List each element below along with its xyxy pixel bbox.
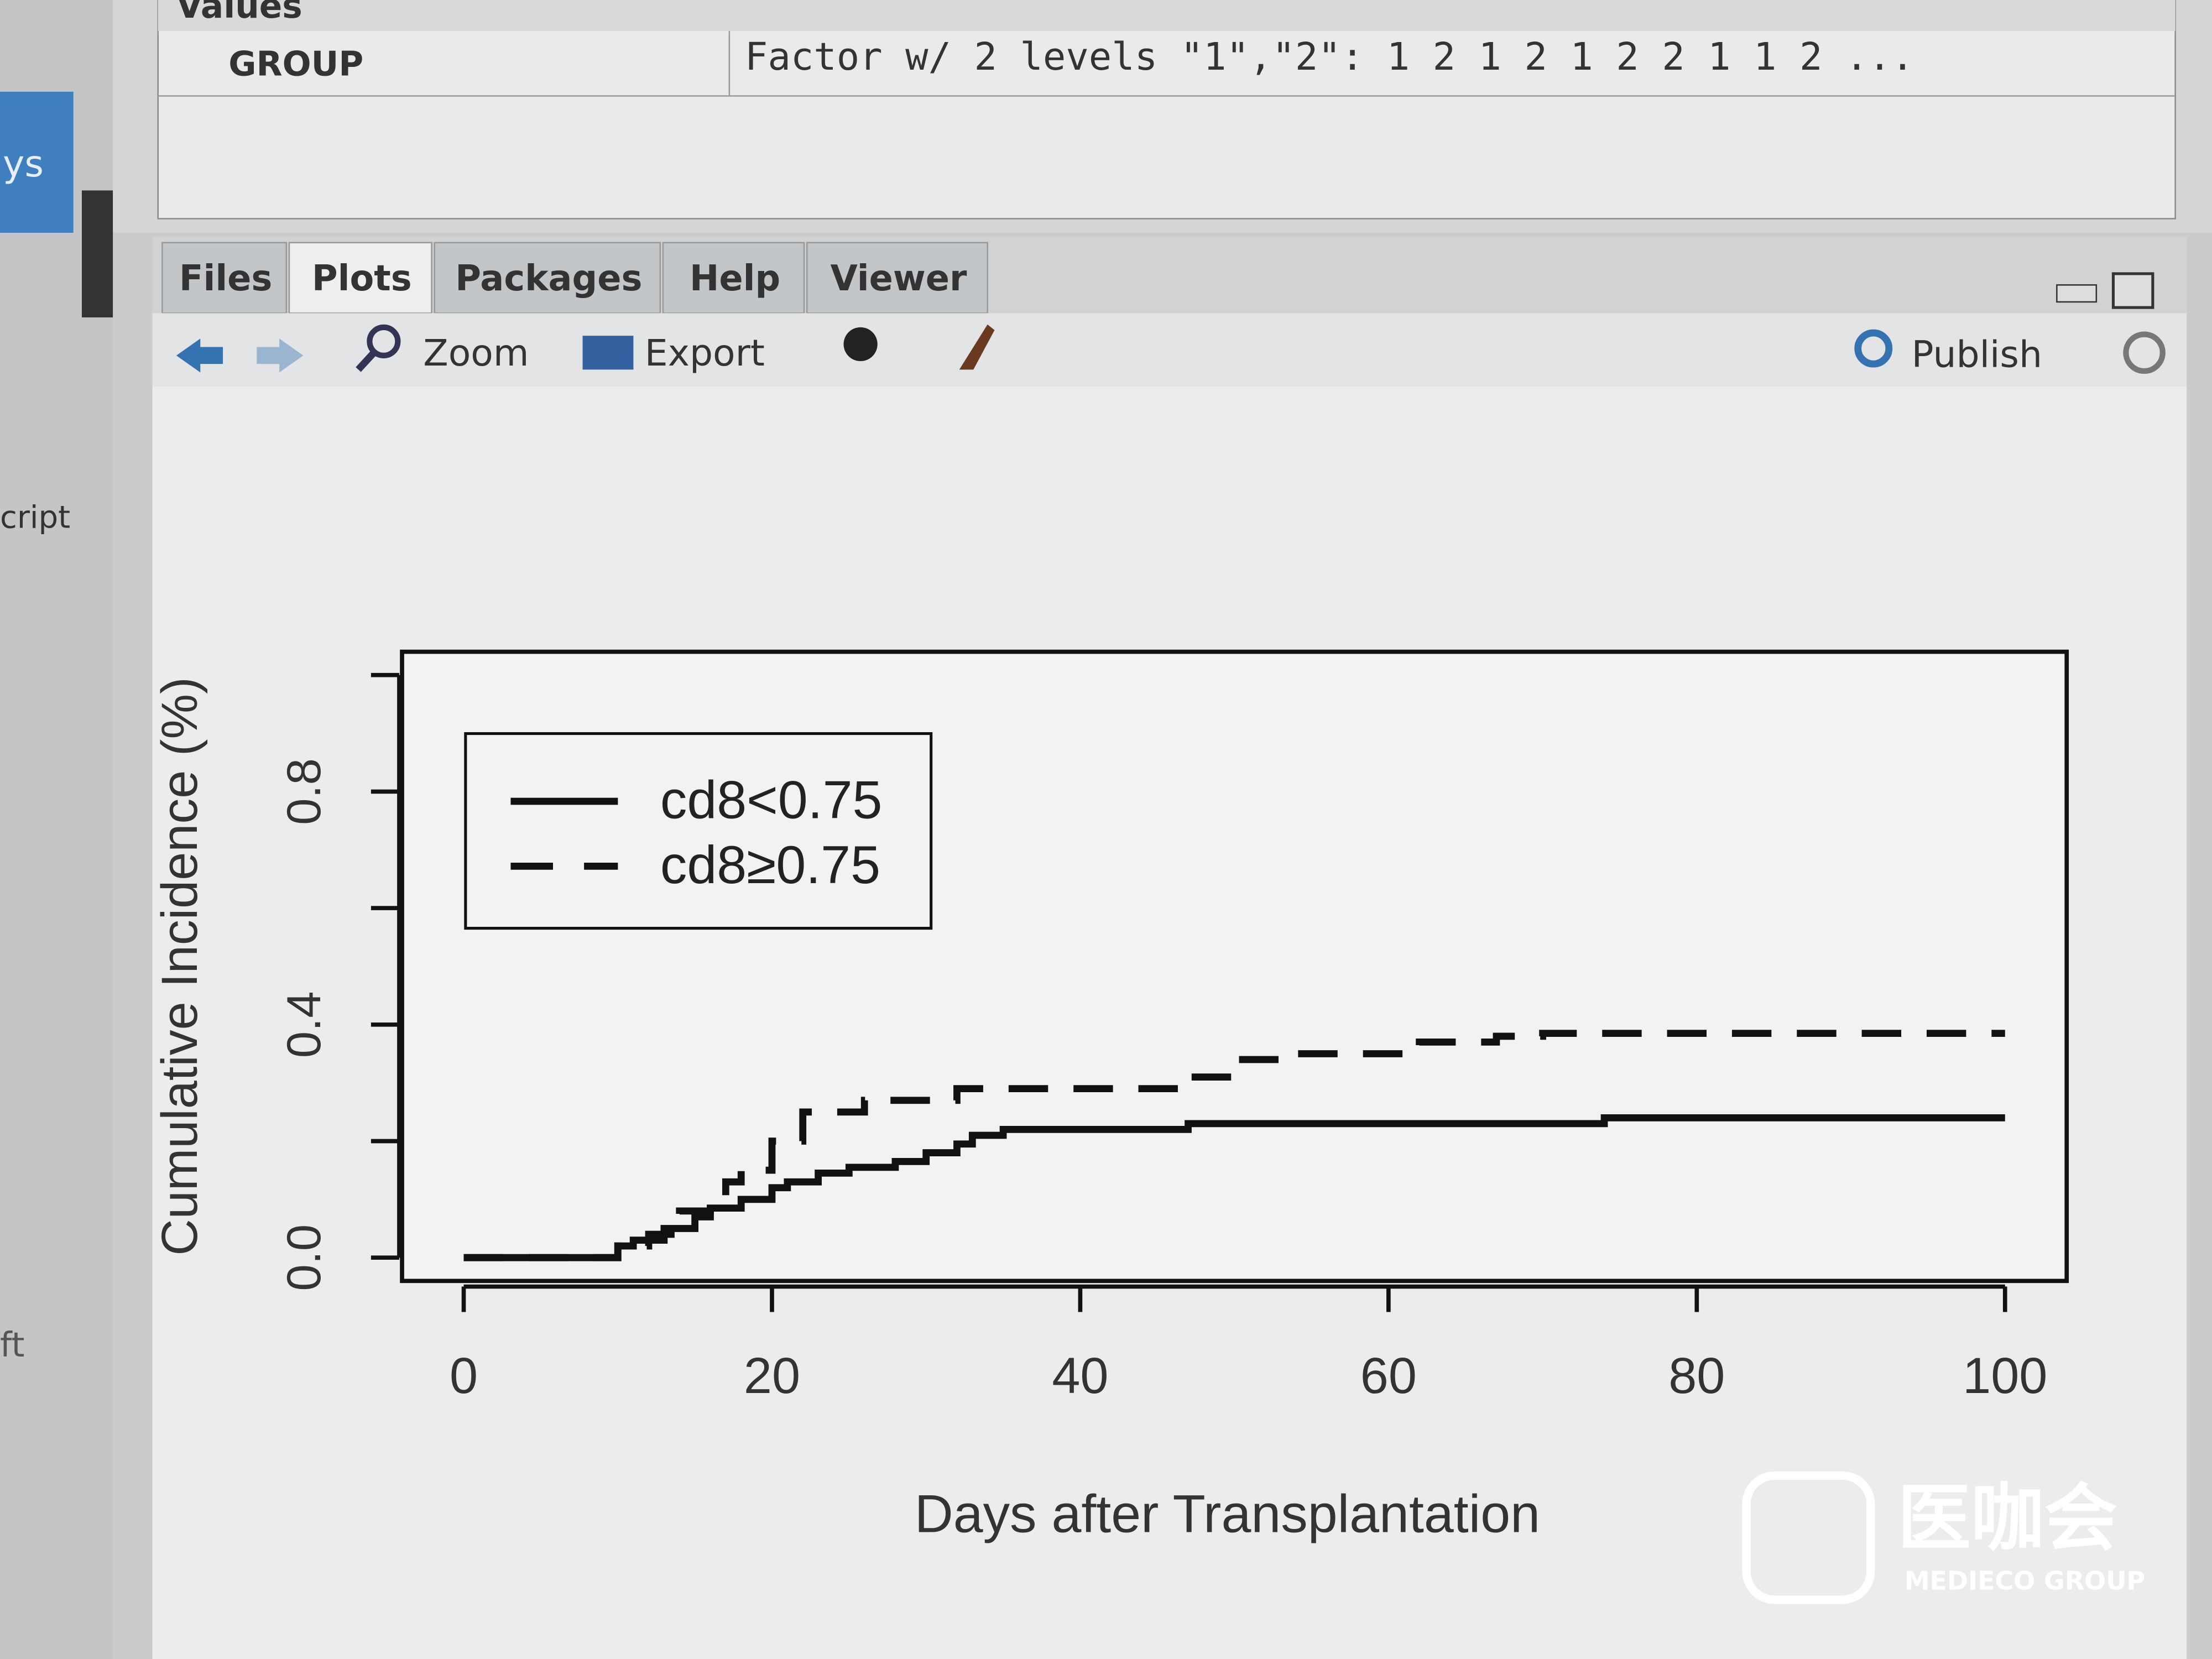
section-title: Values (176, 0, 302, 26)
tab[interactable] (662, 242, 805, 314)
legend-label: cd8≥0.75 (660, 834, 880, 895)
watermark-subtitle: MEDIECO GROUP (1905, 1566, 2145, 1596)
tab-label[interactable]: Packages (455, 258, 642, 299)
publish-button[interactable]: Publish (1912, 332, 2042, 375)
zoom-icon (356, 350, 377, 372)
watermark-logo (1742, 1471, 1875, 1604)
toolbar (152, 313, 2187, 387)
back-button[interactable] (176, 338, 223, 373)
clear-plots[interactable] (959, 324, 995, 370)
tab[interactable] (434, 242, 661, 314)
variable-name[interactable]: GROUP (228, 44, 363, 84)
x-tick-label: 40 (1052, 1348, 1108, 1404)
x-tick-label: 60 (1360, 1348, 1417, 1404)
remove-plot[interactable] (843, 327, 878, 362)
tab-label[interactable]: Plots (312, 258, 412, 299)
tab[interactable] (806, 242, 988, 314)
refresh-button[interactable] (2123, 331, 2166, 374)
zoom-icon (367, 324, 401, 358)
y-tick-label: 0.0 (277, 1224, 331, 1291)
sidebar-label: ys (3, 142, 44, 185)
x-tick-label: 80 (1668, 1348, 1725, 1404)
tab[interactable] (288, 242, 432, 314)
variable-value: Factor w/ 2 levels "1","2": 1 2 1 2 1 2 … (745, 35, 1914, 79)
minimize-button[interactable] (2056, 284, 2098, 303)
sidebar-label: ft (0, 1326, 24, 1365)
watermark-name: 医咖会 (1897, 1476, 2117, 1561)
zoom-button[interactable]: Zoom (423, 331, 529, 374)
export-button[interactable]: Export (645, 331, 765, 374)
tab-label[interactable]: Help (690, 258, 780, 299)
x-axis-label: Days after Transplantation (915, 1484, 1540, 1544)
publish-icon (1854, 329, 1893, 368)
maximize-button[interactable] (2111, 272, 2154, 309)
tab-label[interactable]: Files (179, 258, 272, 299)
x-tick-label: 0 (450, 1348, 478, 1404)
legend-label: cd8<0.75 (660, 770, 883, 830)
x-tick-label: 20 (744, 1348, 800, 1404)
export-icon (582, 336, 634, 370)
tab[interactable] (161, 242, 288, 314)
y-tick-label: 0.8 (277, 758, 331, 825)
forward-button[interactable] (257, 338, 304, 373)
y-tick-label: 0.4 (277, 992, 331, 1058)
sidebar-label[interactable]: cript (0, 499, 70, 535)
environment-table (157, 0, 2176, 220)
section-header (158, 0, 2176, 32)
legend-box (464, 732, 933, 930)
x-tick-label: 100 (1963, 1348, 2047, 1404)
scrollbar (81, 190, 113, 317)
sidebar-active (0, 91, 74, 233)
chart: Days after Transplantation Cumulative In… (152, 649, 2069, 1544)
series-line (463, 1114, 2005, 1261)
tab-label[interactable]: Viewer (831, 258, 967, 299)
tab-bar: Files Plots Packages Help Viewer (161, 242, 988, 314)
y-axis-label: Cumulative Incidence (%) (152, 677, 208, 1255)
